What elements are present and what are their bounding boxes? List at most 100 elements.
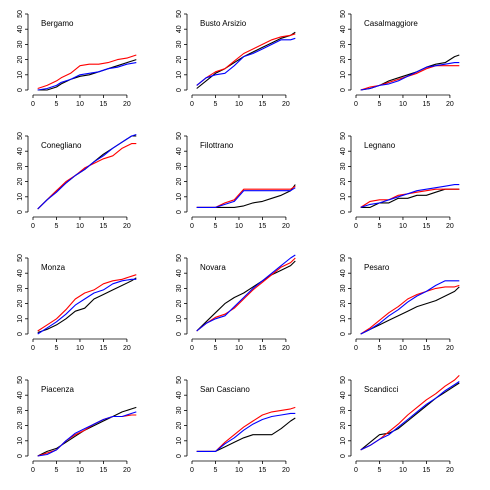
y-tick-label: 10 [176, 315, 183, 323]
panel-san-casciano: San Casciano 0 10 20 30 40 50 0 5 10 15 20 [176, 376, 296, 474]
y-tick-label: 40 [340, 147, 347, 155]
y-tick-label: 50 [176, 10, 183, 18]
series-line-1 [37, 406, 137, 457]
y-tick-label: 40 [17, 25, 24, 33]
y-tick-label: 20 [176, 56, 183, 64]
x-tick-label: 15 [100, 467, 108, 474]
x-tick-label: 20 [282, 223, 290, 230]
x-tick-label: 15 [423, 101, 431, 108]
y-tick-label: 10 [17, 437, 24, 445]
x-tick-label: 10 [235, 467, 243, 474]
y-tick-label: 20 [340, 300, 347, 308]
x-tick-label: 0 [354, 101, 358, 108]
series-line-1 [196, 417, 296, 452]
y-tick-label: 10 [176, 193, 183, 201]
y-tick-label: 30 [340, 284, 347, 292]
y-tick-label: 30 [176, 284, 183, 292]
x-tick-label: 15 [100, 101, 108, 108]
panel-monza: Monza 0 10 20 30 40 50 0 5 10 15 20 [17, 254, 137, 352]
y-tick-label: 10 [176, 71, 183, 79]
panel-legnano: Legnano 0 10 20 30 40 50 0 5 10 15 20 [340, 132, 460, 230]
series-line-3 [360, 184, 460, 208]
x-tick-label: 5 [214, 345, 218, 352]
x-tick-label: 10 [76, 467, 84, 474]
y-tick-label: 20 [17, 56, 24, 64]
x-tick-label: 20 [123, 345, 131, 352]
x-tick-label: 5 [55, 467, 59, 474]
y-tick-label: 20 [340, 56, 347, 64]
panel-bergamo: Bergamo 0 10 20 30 40 50 0 5 10 15 20 [17, 10, 137, 108]
panel-pesaro: Pesaro 0 10 20 30 40 50 0 5 10 15 20 [340, 254, 460, 352]
panel-title: Casalmaggiore [364, 19, 418, 28]
x-tick-label: 5 [55, 345, 59, 352]
x-tick-label: 0 [190, 223, 194, 230]
y-tick-label: 50 [17, 376, 24, 384]
panel-busto-arsizio: Busto Arsizio 0 10 20 30 40 50 0 5 10 15 20 [176, 10, 296, 108]
series-line-2 [37, 143, 137, 210]
x-tick-label: 0 [354, 345, 358, 352]
series-line-3 [196, 37, 296, 86]
x-tick-label: 5 [214, 467, 218, 474]
y-tick-label: 0 [17, 210, 24, 214]
series-line-3 [37, 133, 137, 210]
panel-piacenza: Piacenza 0 10 20 30 40 50 0 5 10 15 20 [17, 376, 137, 474]
panel-filottrano: Filottrano 0 10 20 30 40 50 0 5 10 15 20 [176, 132, 296, 230]
y-tick-label: 10 [17, 193, 24, 201]
y-tick-label: 40 [176, 25, 183, 33]
y-tick-label: 20 [17, 422, 24, 430]
panel-title: Novara [200, 263, 226, 272]
x-tick-label: 0 [190, 467, 194, 474]
series-line-2 [37, 274, 137, 332]
x-tick-label: 10 [235, 345, 243, 352]
y-tick-label: 10 [176, 437, 183, 445]
y-tick-label: 30 [176, 406, 183, 414]
x-tick-label: 0 [31, 345, 35, 352]
x-tick-label: 5 [378, 345, 382, 352]
y-tick-label: 0 [340, 332, 347, 336]
y-tick-label: 50 [176, 376, 183, 384]
x-tick-label: 15 [259, 345, 267, 352]
x-tick-label: 0 [31, 223, 35, 230]
panel-title: Filottrano [200, 141, 234, 150]
y-tick-label: 30 [176, 162, 183, 170]
series-line-1 [196, 31, 296, 89]
y-tick-label: 40 [17, 269, 24, 277]
y-tick-label: 40 [17, 147, 24, 155]
y-tick-label: 0 [340, 454, 347, 458]
x-tick-label: 20 [123, 223, 131, 230]
x-tick-label: 5 [378, 467, 382, 474]
series-line-2 [37, 54, 137, 90]
y-tick-label: 30 [340, 162, 347, 170]
y-tick-label: 40 [17, 391, 24, 399]
series-line-3 [360, 280, 460, 335]
x-tick-label: 20 [446, 101, 454, 108]
y-tick-label: 50 [17, 254, 24, 262]
series-line-3 [37, 411, 137, 457]
y-tick-label: 20 [340, 422, 347, 430]
y-tick-label: 10 [17, 315, 24, 323]
x-tick-label: 10 [76, 345, 84, 352]
y-tick-label: 0 [176, 454, 183, 458]
x-tick-label: 20 [282, 101, 290, 108]
y-tick-label: 50 [17, 10, 24, 18]
x-tick-label: 10 [235, 223, 243, 230]
x-tick-label: 20 [282, 345, 290, 352]
x-tick-label: 15 [259, 467, 267, 474]
x-tick-label: 0 [31, 101, 35, 108]
y-tick-label: 0 [176, 332, 183, 336]
x-tick-label: 0 [354, 467, 358, 474]
y-tick-label: 50 [340, 254, 347, 262]
series-line-1 [360, 286, 460, 335]
panel-title: Busto Arsizio [200, 19, 247, 28]
series-line-1 [196, 184, 296, 208]
y-tick-label: 40 [176, 391, 183, 399]
panel-scandicci: Scandicci 0 10 20 30 40 50 0 5 10 15 20 [340, 375, 460, 474]
x-tick-label: 15 [423, 467, 431, 474]
x-tick-label: 5 [55, 223, 59, 230]
x-tick-label: 10 [235, 101, 243, 108]
y-tick-label: 50 [176, 254, 183, 262]
x-tick-label: 20 [123, 467, 131, 474]
y-tick-label: 50 [340, 10, 347, 18]
y-tick-label: 40 [176, 269, 183, 277]
